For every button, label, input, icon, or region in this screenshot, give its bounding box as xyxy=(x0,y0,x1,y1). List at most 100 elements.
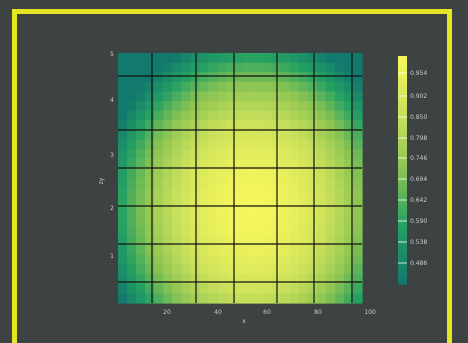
heatmap-cell xyxy=(154,158,164,169)
heatmap-cell xyxy=(181,216,191,227)
heatmap-cell xyxy=(307,197,318,208)
heatmap-cell xyxy=(316,91,327,102)
heatmap-cell xyxy=(307,187,318,198)
heatmap-cell xyxy=(280,245,291,256)
heatmap-cell xyxy=(190,226,200,237)
heatmap-cell xyxy=(226,245,237,256)
heatmap-cell xyxy=(316,245,327,256)
heatmap-cell xyxy=(217,120,228,131)
heatmap-cell xyxy=(280,120,291,131)
heatmap-cell xyxy=(343,254,354,266)
heatmap-cell xyxy=(199,91,209,102)
heatmap-cell xyxy=(262,245,273,256)
heatmap-cell xyxy=(190,158,200,169)
heatmap-cell xyxy=(127,216,137,227)
heatmap-cell xyxy=(136,245,146,256)
heatmap-cell xyxy=(316,101,327,112)
heatmap-cell xyxy=(343,226,354,237)
heatmap-cell xyxy=(118,226,128,237)
heatmap-cell xyxy=(172,101,182,112)
colorbar-segment xyxy=(398,215,407,220)
heatmap-cell xyxy=(127,264,137,275)
colorbar-tick-label: 0.486 xyxy=(410,260,427,267)
heatmap-cell xyxy=(163,139,173,150)
colorbar-segment xyxy=(398,86,407,91)
heatmap-cell xyxy=(163,245,173,256)
heatmap-cell xyxy=(136,110,146,121)
heatmap-cell xyxy=(334,206,345,218)
heatmap-cell xyxy=(280,129,291,141)
heatmap-cell xyxy=(208,178,219,189)
heatmap-cell xyxy=(244,129,255,141)
heatmap-cell xyxy=(118,53,128,64)
heatmap-cell xyxy=(280,178,291,189)
heatmap-cell xyxy=(199,53,209,64)
heatmap-cell xyxy=(208,254,219,266)
colorbar-segment xyxy=(398,90,407,95)
heatmap-cell xyxy=(127,206,137,218)
heatmap-cell xyxy=(289,264,300,275)
heatmap-cell xyxy=(307,226,318,237)
heatmap-cell xyxy=(253,110,264,121)
heatmap-cell xyxy=(163,110,173,121)
heatmap-cell xyxy=(163,206,173,218)
heatmap-cell xyxy=(208,206,219,218)
heatmap-cell xyxy=(325,120,336,131)
heatmap-cell xyxy=(298,91,309,102)
heatmap-cell xyxy=(181,62,191,73)
heatmap-cell xyxy=(217,158,228,169)
heatmap-cell xyxy=(334,158,345,169)
heatmap-cell xyxy=(352,149,363,160)
colorbar-segment xyxy=(398,246,407,251)
heatmap-cell xyxy=(235,216,246,227)
heatmap-cell xyxy=(325,178,336,189)
heatmap-cell xyxy=(163,129,173,141)
heatmap-cell xyxy=(190,235,200,246)
heatmap-cell xyxy=(235,226,246,237)
colorbar-segment xyxy=(398,139,407,144)
heatmap-cell xyxy=(208,81,219,93)
heatmap-cell xyxy=(325,206,336,218)
heatmap-cell xyxy=(289,283,300,294)
heatmap-cell xyxy=(190,254,200,266)
heatmap-cell xyxy=(118,91,128,102)
heatmap-cell xyxy=(235,101,246,112)
heatmap-cell xyxy=(325,101,336,112)
heatmap-cells xyxy=(118,53,363,304)
heatmap-cell xyxy=(235,81,246,93)
heatmap-cell xyxy=(127,72,137,83)
heatmap-cell xyxy=(163,293,173,304)
colorbar-segment xyxy=(398,192,407,198)
heatmap-cell xyxy=(235,274,246,285)
heatmap-cell xyxy=(154,235,164,246)
heatmap-cell xyxy=(352,101,363,112)
heatmap-cell xyxy=(262,216,273,227)
heatmap-cell xyxy=(172,53,182,64)
heatmap-cell xyxy=(316,197,327,208)
colorbar xyxy=(398,56,407,285)
heatmap-cell xyxy=(298,178,309,189)
heatmap-cell xyxy=(316,293,327,304)
heatmap-cell xyxy=(343,178,354,189)
heatmap-cell xyxy=(199,62,209,73)
heatmap-cell xyxy=(253,245,264,256)
heatmap-cell xyxy=(325,110,336,121)
heatmap-cell xyxy=(199,283,209,294)
heatmap-cell xyxy=(253,168,264,179)
heatmap-cell xyxy=(244,149,255,160)
heatmap-cell xyxy=(316,72,327,83)
heatmap-cell xyxy=(235,197,246,208)
heatmap-cell xyxy=(127,197,137,208)
heatmap-cell xyxy=(181,158,191,169)
x-tick-label: 60 xyxy=(263,309,271,316)
heatmap-cell xyxy=(136,168,146,179)
heatmap-cell xyxy=(208,91,219,102)
heatmap-cell xyxy=(316,62,327,73)
heatmap-cell xyxy=(181,178,191,189)
heatmap-cell xyxy=(118,168,128,179)
heatmap-cell xyxy=(316,139,327,150)
heatmap-cell xyxy=(127,91,137,102)
heatmap-cell xyxy=(154,62,164,73)
heatmap-cell xyxy=(199,264,209,275)
heatmap-cell xyxy=(199,72,209,83)
